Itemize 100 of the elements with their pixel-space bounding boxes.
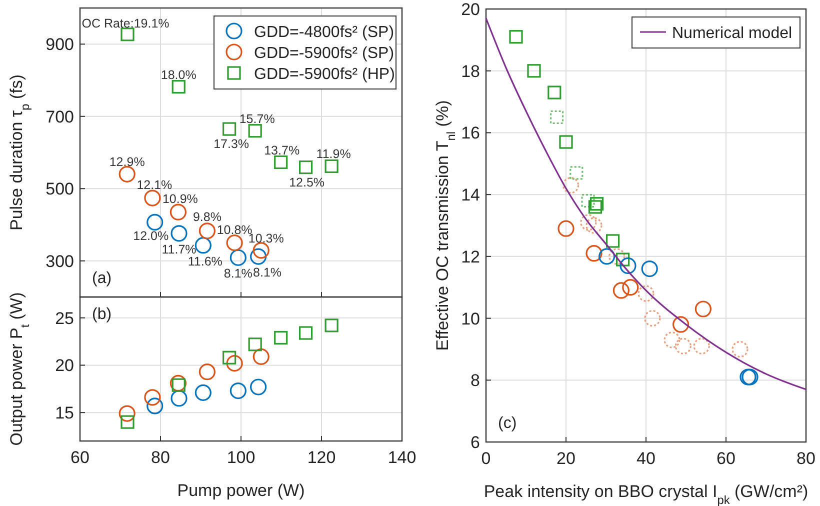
point xyxy=(250,248,267,265)
point xyxy=(198,364,216,380)
point xyxy=(581,194,595,208)
point xyxy=(324,318,338,332)
point xyxy=(226,234,243,252)
point xyxy=(120,415,134,429)
y-tick-label: 14 xyxy=(461,186,480,205)
point xyxy=(118,166,136,182)
annotation: 11.9% xyxy=(316,147,351,162)
annotation: 8.1% xyxy=(224,266,252,281)
annotation: 15.7% xyxy=(239,112,275,126)
legend-label: Numerical model xyxy=(672,25,792,42)
annotation: 13.7% xyxy=(264,143,300,158)
point xyxy=(274,330,288,345)
point xyxy=(548,86,562,100)
point xyxy=(299,160,313,174)
x-axis-title: Pump power (W) xyxy=(177,481,305,500)
x-tick-label: 60 xyxy=(70,448,90,467)
point xyxy=(144,190,161,206)
point xyxy=(674,338,692,354)
y-tick-label: 6 xyxy=(470,433,480,452)
x-tick-label: 20 xyxy=(556,449,576,468)
point xyxy=(118,405,136,422)
annotation: 17.3% xyxy=(214,137,250,152)
annotation: 11.6% xyxy=(188,254,222,268)
line-series xyxy=(485,17,807,390)
point xyxy=(612,282,630,299)
point xyxy=(172,80,186,94)
point xyxy=(252,348,270,365)
point xyxy=(606,234,620,248)
point xyxy=(527,64,541,78)
point xyxy=(638,285,654,302)
point xyxy=(248,338,262,352)
point xyxy=(644,310,661,327)
point xyxy=(144,389,161,406)
y-tick-label: 300 xyxy=(46,252,74,271)
x-tick-label: 100 xyxy=(226,448,256,467)
point xyxy=(558,220,574,237)
point xyxy=(664,332,680,348)
annotation: 9.8% xyxy=(192,210,222,224)
y-tick-label: 15 xyxy=(55,404,74,423)
y-tick-label: 10 xyxy=(461,309,480,328)
point xyxy=(622,279,639,296)
point xyxy=(598,248,616,265)
y-tick-label: 500 xyxy=(46,180,74,199)
point xyxy=(672,316,690,333)
point xyxy=(250,378,267,396)
y-tick-label: 12 xyxy=(461,247,480,266)
point xyxy=(559,135,573,149)
point xyxy=(608,248,626,265)
point xyxy=(222,350,236,364)
legend-label: GDD=-4800fs² (SP) xyxy=(254,24,394,41)
point xyxy=(299,326,313,340)
annotation: 12.1% xyxy=(136,178,172,192)
x-tick-label: 40 xyxy=(636,449,656,468)
annotation: 12.0% xyxy=(133,229,169,244)
y-tick-label: 900 xyxy=(46,35,74,54)
annotation: 11.7% xyxy=(162,242,196,256)
point xyxy=(570,166,584,180)
annotation: 10.9% xyxy=(162,192,198,206)
point xyxy=(586,245,602,262)
annotation: (b) xyxy=(92,306,112,323)
y-tick-label: 700 xyxy=(46,107,74,126)
annotation: 12.9% xyxy=(109,155,145,170)
point xyxy=(616,252,630,266)
point xyxy=(146,214,164,231)
point xyxy=(170,390,188,407)
point xyxy=(194,237,212,254)
y-tick-label: 8 xyxy=(470,371,480,390)
annotation: (a) xyxy=(92,270,112,287)
point xyxy=(641,260,658,278)
point xyxy=(226,355,243,372)
y-tick-label: 25 xyxy=(55,308,74,328)
point xyxy=(170,374,187,392)
point xyxy=(509,30,523,44)
point xyxy=(732,340,748,358)
x-tick-label: 0 xyxy=(481,449,491,468)
point xyxy=(194,384,212,401)
point xyxy=(324,159,338,174)
point xyxy=(170,204,187,220)
point xyxy=(230,382,246,400)
x-tick-label: 80 xyxy=(151,448,170,467)
point xyxy=(588,200,602,214)
point xyxy=(172,378,186,392)
point xyxy=(248,124,262,138)
x-tick-label: 140 xyxy=(388,448,416,467)
point xyxy=(198,222,216,240)
point xyxy=(620,257,636,274)
legend-label: GDD=-5900fs² (HP) xyxy=(254,66,395,83)
annotation: (c) xyxy=(498,415,517,432)
point xyxy=(170,225,188,242)
annotation: 12.5% xyxy=(289,175,325,190)
point xyxy=(550,110,564,124)
y-tick-label: 20 xyxy=(55,356,74,376)
point xyxy=(694,300,712,318)
point xyxy=(146,398,164,414)
y-tick-label: 18 xyxy=(461,62,480,81)
annotation: 8.1% xyxy=(253,266,282,280)
x-tick-label: 80 xyxy=(796,449,816,468)
point xyxy=(120,28,134,42)
